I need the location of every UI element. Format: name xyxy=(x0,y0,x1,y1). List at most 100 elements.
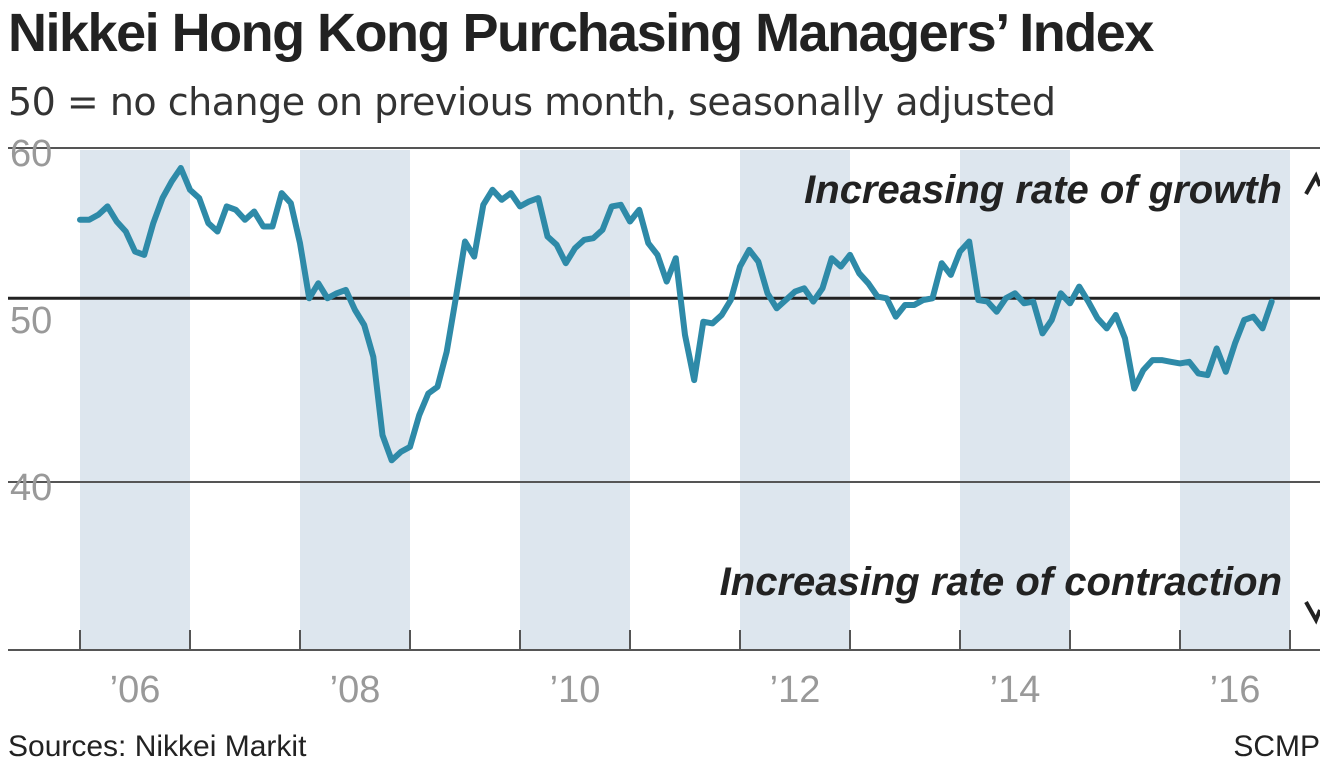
band-2006 xyxy=(80,150,190,650)
data-point xyxy=(96,213,100,217)
data-point xyxy=(811,300,815,304)
data-point xyxy=(1270,300,1274,304)
data-point xyxy=(106,204,109,208)
data-point xyxy=(848,253,852,257)
data-point xyxy=(1206,373,1209,377)
data-point xyxy=(866,281,870,285)
data-point xyxy=(738,265,742,269)
data-point xyxy=(115,220,119,223)
data-point xyxy=(995,310,999,314)
data-point xyxy=(591,236,595,240)
data-point xyxy=(426,392,430,395)
data-point xyxy=(381,433,384,437)
data-point xyxy=(1196,371,1200,375)
data-point xyxy=(335,291,339,295)
data-point xyxy=(1105,326,1109,330)
band-2012 xyxy=(740,150,850,650)
data-point xyxy=(1077,285,1081,289)
data-point xyxy=(1233,341,1237,345)
x-tick-label: ’08 xyxy=(330,669,381,711)
data-point xyxy=(601,228,604,232)
data-point xyxy=(912,303,916,307)
data-point xyxy=(170,179,174,183)
data-point xyxy=(876,295,879,299)
data-point xyxy=(976,298,980,302)
x-tick-label: ’06 xyxy=(110,669,161,711)
data-point xyxy=(307,296,311,300)
data-point xyxy=(711,321,714,325)
data-point xyxy=(216,230,219,233)
data-point xyxy=(536,196,540,200)
data-point xyxy=(1068,301,1072,305)
data-point xyxy=(463,240,467,243)
data-point xyxy=(280,191,284,195)
data-point xyxy=(674,256,678,260)
data-point xyxy=(986,300,989,304)
data-point xyxy=(582,238,586,242)
data-point xyxy=(1261,326,1264,330)
data-point xyxy=(931,296,934,300)
data-point xyxy=(326,296,329,300)
data-point xyxy=(1160,358,1164,362)
band-2010 xyxy=(520,150,630,650)
data-point xyxy=(683,333,687,337)
data-point xyxy=(857,271,861,275)
annotation-contraction: Increasing rate of contraction xyxy=(720,560,1282,604)
data-point xyxy=(454,296,458,300)
data-point xyxy=(747,248,751,252)
data-point xyxy=(1050,318,1054,322)
chart-subtitle: 50 = no change on previous month, season… xyxy=(8,80,1056,124)
shaded-year-bands xyxy=(80,150,1290,650)
data-point xyxy=(564,261,568,265)
data-point xyxy=(161,196,164,200)
data-point xyxy=(344,288,348,292)
data-point xyxy=(1251,315,1255,319)
data-point xyxy=(142,253,146,257)
data-point xyxy=(766,291,769,295)
data-point xyxy=(921,298,925,302)
data-point xyxy=(1022,301,1026,305)
annotation-growth: Increasing rate of growth xyxy=(804,168,1282,212)
data-point xyxy=(206,221,210,225)
data-point xyxy=(234,208,238,212)
data-point xyxy=(967,240,971,243)
data-point xyxy=(1169,360,1173,364)
data-point xyxy=(316,281,320,285)
data-point xyxy=(252,210,256,213)
band-2008 xyxy=(300,150,410,650)
data-point xyxy=(436,385,439,389)
data-point xyxy=(1215,346,1219,350)
chart-title: Nikkei Hong Kong Purchasing Managers’ In… xyxy=(8,3,1154,63)
data-point xyxy=(1242,318,1246,322)
data-point xyxy=(793,290,797,294)
data-point xyxy=(353,308,357,312)
data-point xyxy=(775,306,779,310)
arrow-up-icon xyxy=(1304,171,1320,195)
data-point xyxy=(399,450,403,454)
data-point xyxy=(417,413,421,417)
data-point xyxy=(527,199,531,203)
data-point xyxy=(802,286,806,290)
data-point xyxy=(555,243,559,247)
data-point xyxy=(1096,316,1099,320)
band-2016 xyxy=(1180,150,1290,650)
data-point xyxy=(225,204,229,208)
x-axis: ’06 ’08 ’10 ’12 ’14 ’16 xyxy=(8,630,1320,711)
data-point xyxy=(573,246,577,250)
data-point xyxy=(628,220,632,223)
x-tick-label: ’16 xyxy=(1210,669,1261,711)
data-point xyxy=(371,355,375,359)
data-point xyxy=(1086,300,1090,304)
data-point xyxy=(1187,360,1191,364)
data-point xyxy=(610,204,614,208)
data-point xyxy=(179,166,183,170)
data-point xyxy=(619,203,623,207)
data-point xyxy=(481,203,485,207)
data-point xyxy=(894,315,898,319)
data-point xyxy=(949,273,953,277)
data-point xyxy=(637,208,641,212)
y-tick-label: 60 xyxy=(10,133,52,175)
data-point xyxy=(885,296,889,300)
data-point xyxy=(1123,336,1127,340)
y-tick-label: 40 xyxy=(10,467,52,509)
